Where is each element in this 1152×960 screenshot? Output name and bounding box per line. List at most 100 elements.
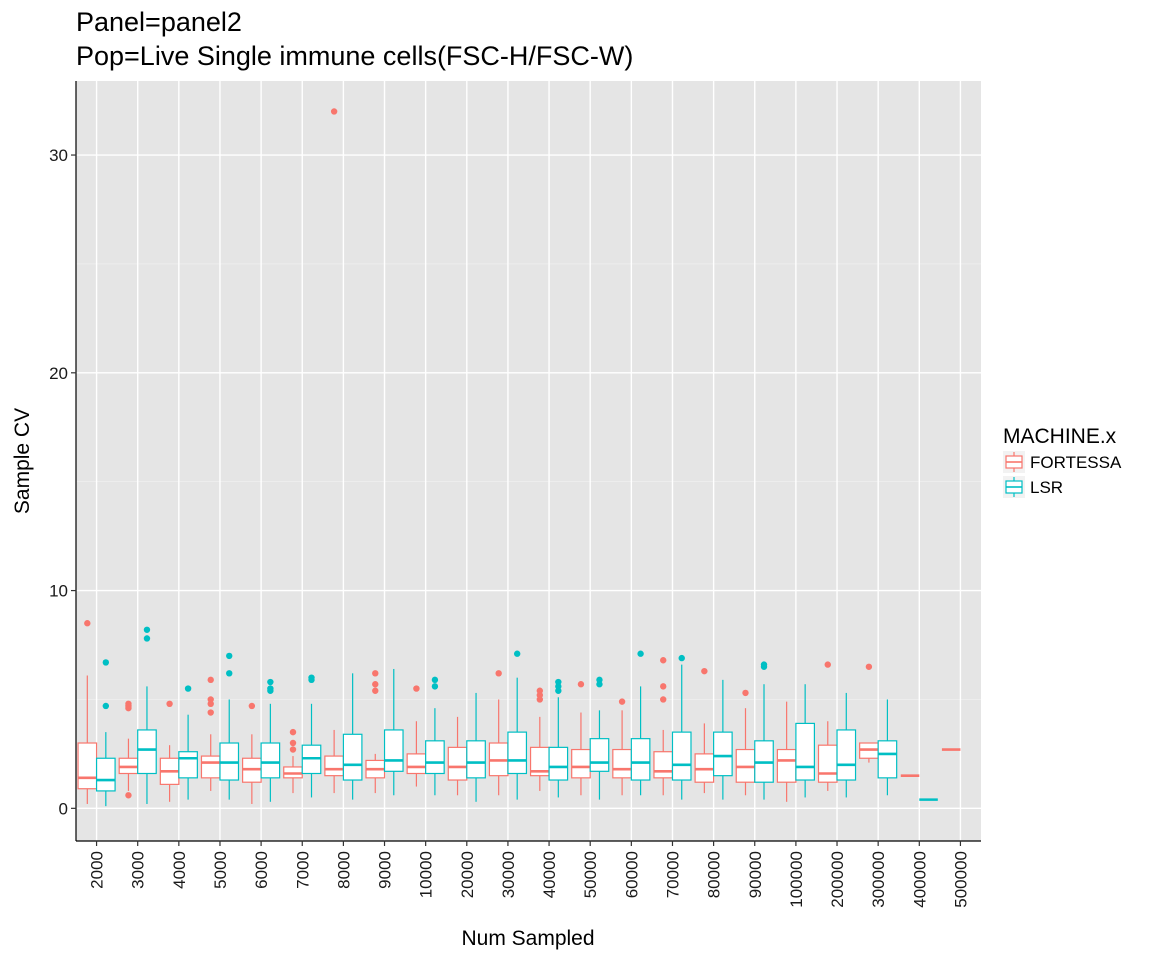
box-outlier [289, 746, 297, 753]
box-body [342, 733, 363, 781]
box-outlier [207, 696, 214, 703]
x-tick-label: 8000 [334, 851, 353, 889]
legend-key-lsr [1003, 476, 1025, 498]
chart-subtitle: Pop=Live Single immune cells(FSC-H/FSC-W… [76, 41, 633, 71]
box-lsr-20000 [466, 692, 486, 802]
box-outlier [125, 700, 132, 708]
box-fortessa-40000 [529, 687, 550, 791]
box-outlier [760, 661, 768, 668]
box-body [671, 731, 692, 781]
x-tick-label: 40000 [540, 851, 559, 898]
box-lsr-90000 [754, 661, 774, 800]
legend-label-fortessa: FORTESSA [1030, 453, 1122, 472]
box-outlier [865, 663, 873, 670]
box-body [877, 740, 898, 779]
x-tick-label: 4000 [170, 851, 189, 889]
plot-panel [76, 81, 981, 841]
box-body [612, 748, 632, 779]
box-outlier [289, 739, 297, 747]
box-fortessa-70000 [653, 657, 674, 796]
x-tick-label: 300000 [869, 851, 888, 908]
box-fortessa-20000 [447, 716, 468, 796]
box-body [95, 757, 116, 792]
box-body [571, 748, 591, 779]
box-outlier [143, 635, 151, 642]
box-lsr-8000 [342, 673, 363, 800]
box-body [795, 722, 815, 781]
x-tick-label: 2000 [88, 851, 107, 889]
box-outlier [824, 661, 831, 668]
box-lsr-7000 [301, 674, 322, 798]
box-outlier [102, 702, 110, 710]
box-outlier [372, 670, 379, 677]
box-lsr-100000 [795, 684, 815, 798]
box-lsr-80000 [713, 679, 733, 800]
box-body [324, 755, 344, 777]
box-outlier [513, 650, 521, 657]
box-body [260, 742, 281, 779]
box-fortessa-300000 [859, 663, 879, 763]
x-axis-title: Num Sampled [461, 927, 594, 950]
box-outlier [84, 620, 91, 627]
legend: MACHINE.x FORTESSA LSR [1003, 425, 1122, 498]
box-outlier [289, 728, 297, 736]
box-body [425, 740, 445, 775]
box-outlier [226, 652, 233, 660]
box-body [653, 751, 674, 779]
y-axis-title: Sample CV [11, 408, 34, 514]
box-lsr-30000 [507, 650, 528, 800]
box-outlier [143, 626, 151, 633]
box-fortessa-60000 [612, 698, 632, 796]
x-tick-label: 70000 [663, 851, 682, 898]
chart-title: Panel=panel2 [76, 7, 242, 37]
boxplot-layer [77, 108, 961, 807]
box-fortessa-6000 [242, 702, 262, 804]
y-tick-label: 10 [49, 582, 68, 601]
x-tick-label: 10000 [417, 851, 436, 898]
box-outlier [742, 689, 749, 697]
box-body [383, 729, 404, 772]
box-outlier [495, 670, 502, 677]
box-outlier [330, 108, 338, 115]
box-body [137, 729, 157, 775]
box-outlier [660, 683, 667, 690]
box-lsr-40000 [548, 678, 569, 798]
x-tick-label: 200000 [828, 851, 847, 908]
box-outlier [248, 702, 256, 710]
x-tick-label: 7000 [293, 851, 312, 889]
box-fortessa-7000 [283, 728, 303, 794]
x-tick-label: 100000 [787, 851, 806, 908]
x-tick-label: 500000 [951, 851, 970, 908]
box-body [178, 751, 198, 779]
box-lsr-300000 [877, 699, 898, 796]
box-outlier [308, 674, 315, 681]
legend-key-fortessa [1003, 451, 1025, 473]
x-axis-ticks: 2000 3000 4000 5000 6000 7000 8000 9000 10000 200… [88, 841, 970, 908]
box-outlier [660, 657, 667, 664]
box-body [776, 748, 797, 783]
box-outlier [431, 676, 439, 684]
x-tick-label: 50000 [581, 851, 600, 898]
box-lsr-70000 [671, 654, 692, 800]
box-outlier [660, 696, 667, 703]
box-lsr-4000 [178, 685, 198, 800]
box-body [836, 729, 857, 781]
grid-minor [76, 263, 981, 700]
box-body [630, 738, 651, 781]
box-lsr-6000 [260, 678, 281, 802]
box-body [200, 755, 221, 779]
box-fortessa-9000 [365, 670, 386, 794]
box-lsr-2000 [95, 659, 116, 807]
box-outlier [637, 650, 644, 657]
y-tick-label: 0 [59, 799, 68, 818]
box-outlier [618, 698, 626, 705]
x-tick-label: 400000 [910, 851, 929, 908]
box-outlier [555, 678, 562, 686]
legend-label-lsr: LSR [1030, 478, 1063, 497]
box-lsr-10000 [425, 676, 445, 796]
box-outlier [678, 654, 685, 662]
x-tick-label: 6000 [252, 851, 271, 889]
x-tick-label: 90000 [746, 851, 765, 898]
box-fortessa-8000 [324, 108, 344, 794]
